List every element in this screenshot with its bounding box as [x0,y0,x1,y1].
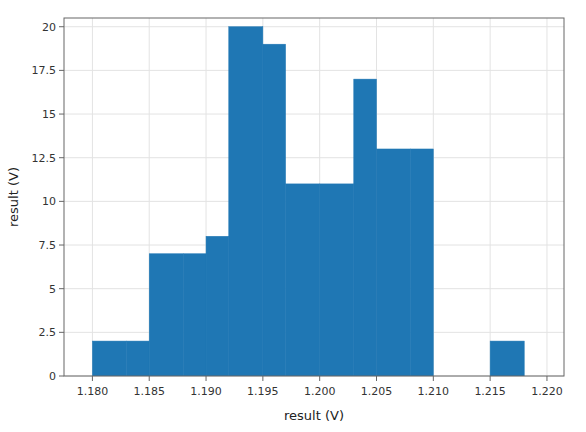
y-tick-label: 7.5 [39,239,57,252]
y-tick-label: 10 [42,195,56,208]
y-tick-label: 17.5 [32,64,57,77]
grid [64,18,564,376]
histogram-bar [320,184,354,376]
y-tick [59,332,64,333]
y-tick [59,245,64,246]
y-tick [59,201,64,202]
plot-background [64,18,564,376]
histogram-bar [377,149,411,376]
histogram-bar [354,79,377,376]
x-tick [433,376,434,381]
histogram-bar [411,149,434,376]
x-axis-label: result (V) [284,408,344,423]
x-tick-label: 1.205 [361,385,393,398]
histogram-bar [286,184,320,376]
histogram-bar [183,254,206,376]
histogram-bar [490,341,524,376]
x-tick-label: 1.215 [474,385,506,398]
y-tick [59,114,64,115]
x-tick-label: 1.200 [304,385,336,398]
y-tick [59,376,64,377]
y-tick-label: 12.5 [32,152,57,165]
histogram-bar [127,341,150,376]
histogram-bar [92,341,126,376]
x-tick-label: 1.190 [190,385,222,398]
x-tick-label: 1.220 [531,385,563,398]
axes: 1.180 1.185 1.190 1.195 1.200 1.205 1.210 1.215… [32,21,563,398]
y-axis-label: result (V) [6,167,21,227]
y-tick-label: 20 [42,21,56,34]
y-tick-label: 15 [42,108,56,121]
x-tick [376,376,377,381]
x-tick [262,376,263,381]
y-tick-label: 2.5 [39,326,57,339]
y-grid-line [64,70,564,71]
x-tick-label: 1.195 [247,385,279,398]
y-tick-label: 5 [49,283,56,296]
x-tick [149,376,150,381]
x-grid-line [490,18,491,376]
x-grid-line [92,18,93,376]
plot-frame [64,18,564,376]
histogram-bar [206,236,229,376]
x-tick-label: 1.210 [418,385,450,398]
y-tick-label: 0 [49,370,56,383]
x-tick-label: 1.185 [133,385,165,398]
histogram-bar [149,254,183,376]
x-tick [319,376,320,381]
y-tick [59,157,64,158]
y-grid-line [64,157,564,158]
histogram-bar [229,27,263,376]
x-grid-line [546,18,547,376]
y-tick [59,288,64,289]
bars [92,27,524,376]
chart: 1.180 1.185 1.190 1.195 1.200 1.205 1.210 1.215… [0,0,586,432]
y-tick [59,70,64,71]
x-tick [490,376,491,381]
x-tick-label: 1.180 [77,385,109,398]
x-tick [546,376,547,381]
y-grid-line [64,26,564,27]
y-tick [59,26,64,27]
x-tick [92,376,93,381]
histogram-bar [263,44,286,376]
y-grid-line [64,114,564,115]
x-tick [206,376,207,381]
